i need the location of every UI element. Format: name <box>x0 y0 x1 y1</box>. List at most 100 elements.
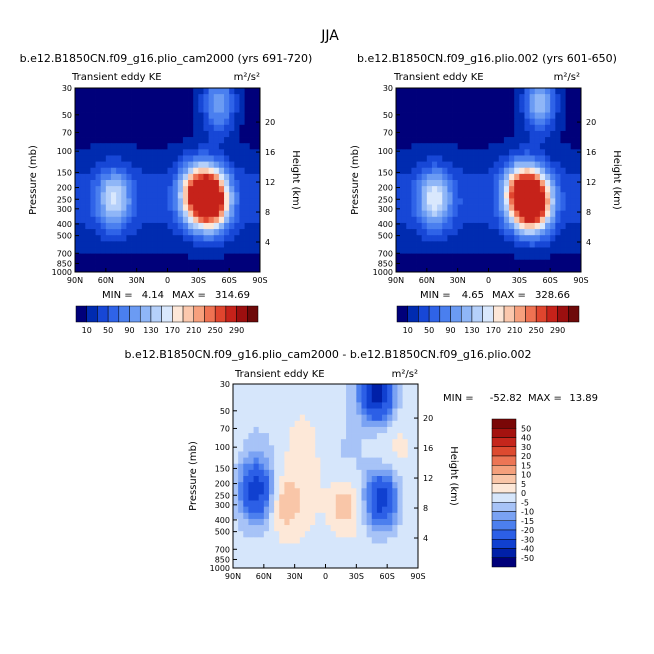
heatmap-cell <box>478 118 484 126</box>
heatmap-cell <box>519 259 525 267</box>
heatmap-cell <box>234 229 240 236</box>
heatmap-cell <box>330 402 337 409</box>
colorbar-swatch <box>491 557 517 568</box>
y2-tick-label: 4 <box>265 238 270 247</box>
heatmap-cell <box>575 161 582 169</box>
heatmap-cell <box>426 106 433 113</box>
heatmap-cell <box>346 476 352 483</box>
heatmap-cell <box>304 537 311 544</box>
heatmap-cell <box>95 253 102 261</box>
colorbar-swatch <box>172 305 184 323</box>
heatmap-cell <box>95 259 102 267</box>
heatmap-cell <box>234 235 240 242</box>
heatmap-cell <box>575 106 582 113</box>
heatmap-cell <box>575 149 582 156</box>
heatmap-cell <box>346 433 352 440</box>
colorbar-label: 170 <box>165 326 180 335</box>
heatmap-cell <box>396 118 402 126</box>
heatmap-cell <box>208 88 215 95</box>
heatmap-cell <box>213 198 220 205</box>
heatmap-cell <box>565 192 572 199</box>
heatmap-cell <box>396 173 402 181</box>
panel-1-ylabel: Pressure (mb) <box>28 145 39 215</box>
heatmap-cell <box>442 112 448 120</box>
heatmap-cell <box>152 253 158 261</box>
heatmap-cell <box>416 112 423 120</box>
heatmap-cell <box>431 259 438 267</box>
heatmap-cell <box>243 384 249 391</box>
heatmap-cell <box>234 222 240 230</box>
heatmap-cell <box>387 531 393 538</box>
heatmap-cell <box>478 192 484 199</box>
heatmap-cell <box>452 143 459 150</box>
heatmap-cell <box>229 124 235 132</box>
heatmap-cell <box>392 543 398 550</box>
heatmap-cell <box>239 216 245 224</box>
heatmap-cell <box>294 433 301 440</box>
heatmap-cell <box>310 537 316 544</box>
heatmap-cell <box>116 222 122 230</box>
heatmap-cell <box>253 537 260 544</box>
heatmap-cell <box>198 222 204 230</box>
heatmap-cell <box>136 130 143 138</box>
heatmap-cell <box>437 88 443 95</box>
heatmap-cell <box>177 210 184 218</box>
heatmap-cell <box>356 433 362 440</box>
heatmap-cell <box>478 247 484 254</box>
heatmap-cell <box>126 130 132 138</box>
heatmap-cell <box>146 186 153 193</box>
heatmap-cell <box>387 555 393 563</box>
heatmap-cell <box>335 463 342 471</box>
heatmap-cell <box>258 549 265 557</box>
heatmap-cell <box>437 210 443 218</box>
heatmap-cell <box>85 106 91 113</box>
heatmap-cell <box>361 408 368 416</box>
heatmap-cell <box>392 402 398 409</box>
heatmap-cell <box>167 241 174 248</box>
heatmap-cell <box>304 543 311 550</box>
heatmap-cell <box>529 149 536 156</box>
heatmap-cell <box>406 100 412 107</box>
heatmap-cell <box>289 402 296 409</box>
heatmap-cell <box>218 155 225 162</box>
heatmap-cell <box>152 210 158 218</box>
heatmap-cell <box>397 414 403 422</box>
heatmap-cell <box>213 235 220 242</box>
heatmap-cell <box>239 112 245 120</box>
heatmap-cell <box>284 555 290 563</box>
heatmap-cell <box>371 506 378 514</box>
heatmap-cell <box>294 439 301 446</box>
colorbar-label: 130 <box>143 326 158 335</box>
heatmap-cell <box>182 204 189 212</box>
heatmap-cell <box>406 192 412 199</box>
heatmap-cell <box>105 106 112 113</box>
heatmap-cell <box>340 561 347 569</box>
heatmap-cell <box>437 94 443 101</box>
heatmap-cell <box>426 259 433 267</box>
heatmap-cell <box>85 192 91 199</box>
heatmap-cell <box>299 390 306 397</box>
heatmap-cell <box>565 180 572 187</box>
heatmap-cell <box>105 198 112 205</box>
heatmap-cell <box>229 192 235 199</box>
heatmap-cell <box>397 531 403 538</box>
heatmap-cell <box>234 88 240 95</box>
heatmap-cell <box>254 186 261 193</box>
heatmap-cell <box>401 167 407 175</box>
heatmap-cell <box>141 100 148 107</box>
y2-tick-label: 12 <box>586 178 596 187</box>
heatmap-cell <box>172 124 179 132</box>
heatmap-cell <box>412 561 419 569</box>
heatmap-cell <box>524 186 531 193</box>
heatmap-cell <box>401 149 407 156</box>
heatmap-cell <box>208 253 215 261</box>
heatmap-cell <box>100 94 107 101</box>
heatmap-cell <box>310 549 316 557</box>
heatmap-cell <box>396 100 402 107</box>
heatmap-cell <box>447 143 453 150</box>
heatmap-cell <box>524 210 531 218</box>
heatmap-cell <box>167 149 174 156</box>
heatmap-cell <box>229 222 235 230</box>
heatmap-cell <box>539 94 546 101</box>
heatmap-cell <box>75 216 81 224</box>
